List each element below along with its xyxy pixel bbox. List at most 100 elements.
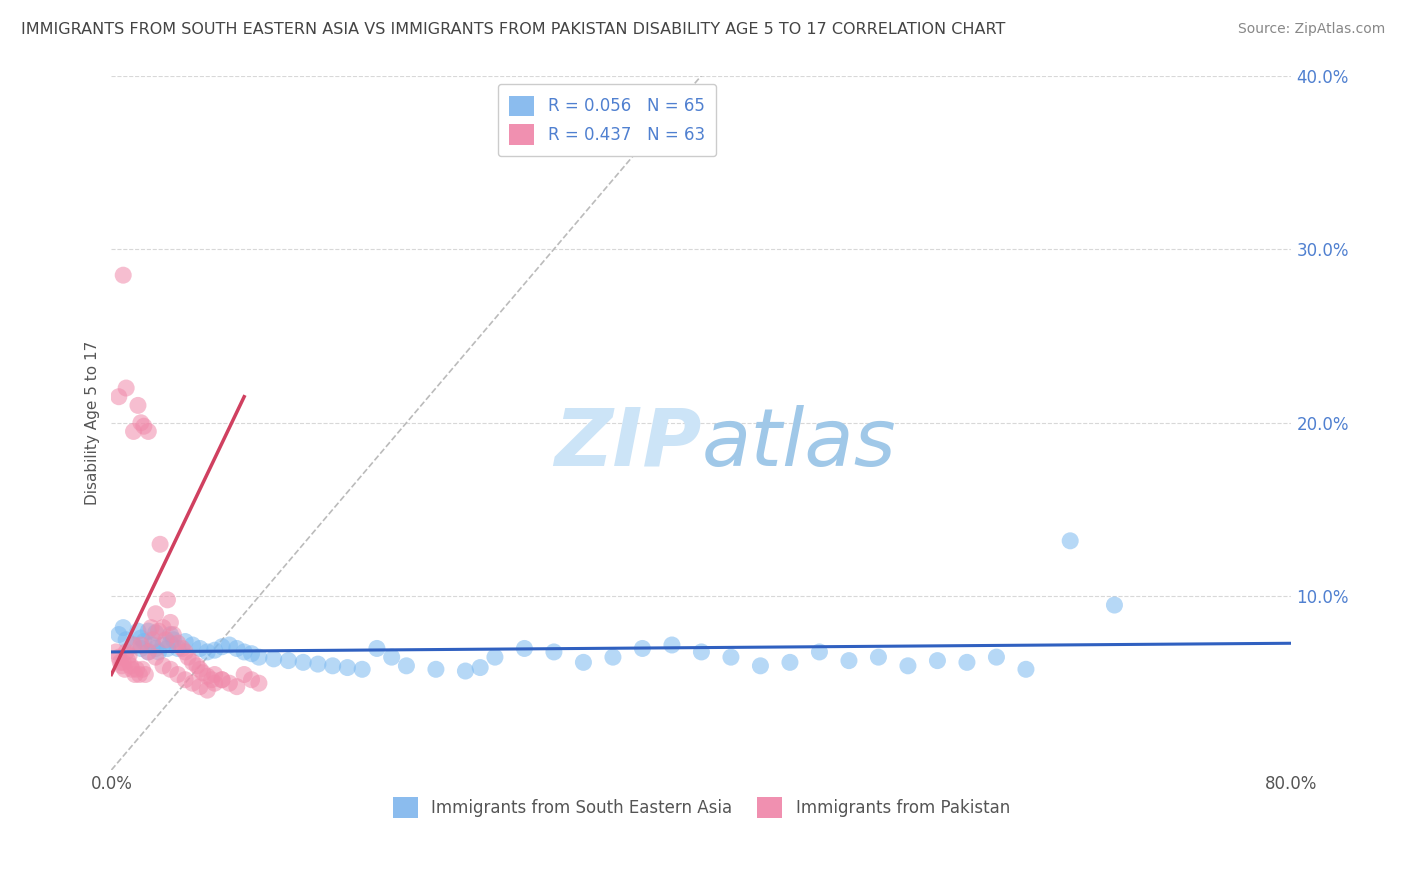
Point (149, 537, 172, 551)
Point (166, 641, 188, 656)
Point (136, 645, 159, 659)
Text: atlas: atlas (702, 405, 896, 483)
Point (211, 673, 233, 687)
Point (986, 650, 1008, 665)
Point (602, 650, 624, 665)
Point (115, 381, 138, 395)
Point (218, 676, 240, 690)
Point (145, 625, 167, 640)
Point (134, 667, 156, 681)
Point (247, 650, 270, 665)
Point (136, 645, 159, 659)
Point (204, 667, 226, 681)
Point (114, 662, 136, 676)
Point (129, 638, 152, 652)
Point (572, 656, 595, 670)
Point (425, 662, 447, 676)
Point (132, 634, 155, 648)
Point (204, 643, 226, 657)
Point (145, 607, 167, 621)
Point (808, 645, 831, 659)
Point (1059, 533, 1081, 548)
Point (145, 641, 167, 656)
Point (125, 662, 148, 676)
Point (120, 658, 142, 673)
Point (543, 645, 565, 659)
Point (454, 664, 477, 678)
Point (897, 658, 920, 673)
Point (186, 658, 208, 673)
Point (136, 624, 159, 639)
Point (188, 680, 211, 694)
Point (195, 669, 218, 683)
Point (152, 658, 174, 673)
Y-axis label: Disability Age 5 to 17: Disability Age 5 to 17 (86, 341, 100, 505)
Point (661, 638, 683, 652)
Point (112, 268, 135, 283)
Point (115, 645, 138, 659)
Point (233, 645, 256, 659)
Point (162, 632, 184, 647)
Point (129, 631, 152, 645)
Point (122, 638, 145, 652)
Point (322, 658, 344, 673)
Point (117, 654, 139, 668)
Point (128, 667, 150, 681)
Point (112, 656, 135, 670)
Point (148, 624, 170, 639)
Point (204, 676, 226, 690)
Point (225, 680, 247, 694)
Point (142, 632, 165, 647)
Point (152, 621, 174, 635)
Point (166, 667, 188, 681)
Point (181, 676, 204, 690)
Point (121, 662, 143, 676)
Point (470, 660, 492, 674)
Legend: Immigrants from South Eastern Asia, Immigrants from Pakistan: Immigrants from South Eastern Asia, Immi… (387, 790, 1017, 824)
Point (381, 650, 404, 665)
Point (838, 654, 860, 668)
Point (129, 416, 152, 430)
Point (166, 636, 188, 650)
Point (395, 658, 418, 673)
Text: Source: ZipAtlas.com: Source: ZipAtlas.com (1237, 22, 1385, 37)
Point (188, 641, 211, 656)
Point (129, 641, 152, 656)
Point (174, 634, 197, 648)
Point (352, 662, 374, 676)
Point (174, 673, 197, 687)
Point (122, 638, 145, 652)
Point (159, 627, 181, 641)
Point (124, 667, 146, 681)
Point (240, 647, 263, 661)
Point (277, 654, 299, 668)
Point (366, 641, 388, 656)
Point (107, 390, 129, 404)
Point (156, 592, 179, 607)
Point (131, 662, 153, 676)
Point (263, 652, 285, 666)
Point (112, 621, 135, 635)
Point (177, 650, 200, 665)
Point (690, 645, 713, 659)
Point (218, 638, 240, 652)
Text: ZIP: ZIP (554, 405, 702, 483)
Point (127, 398, 149, 412)
Text: IMMIGRANTS FROM SOUTH EASTERN ASIA VS IMMIGRANTS FROM PAKISTAN DISABILITY AGE 5 : IMMIGRANTS FROM SOUTH EASTERN ASIA VS IM… (21, 22, 1005, 37)
Point (152, 638, 174, 652)
Point (195, 683, 218, 698)
Point (181, 656, 204, 670)
Point (136, 425, 159, 439)
Point (195, 645, 218, 659)
Point (749, 658, 772, 673)
Point (484, 650, 506, 665)
Point (225, 641, 247, 656)
Point (148, 645, 170, 659)
Point (132, 419, 155, 434)
Point (1104, 598, 1126, 612)
Point (145, 650, 167, 665)
Point (159, 662, 181, 676)
Point (631, 641, 654, 656)
Point (104, 645, 127, 659)
Point (779, 656, 801, 670)
